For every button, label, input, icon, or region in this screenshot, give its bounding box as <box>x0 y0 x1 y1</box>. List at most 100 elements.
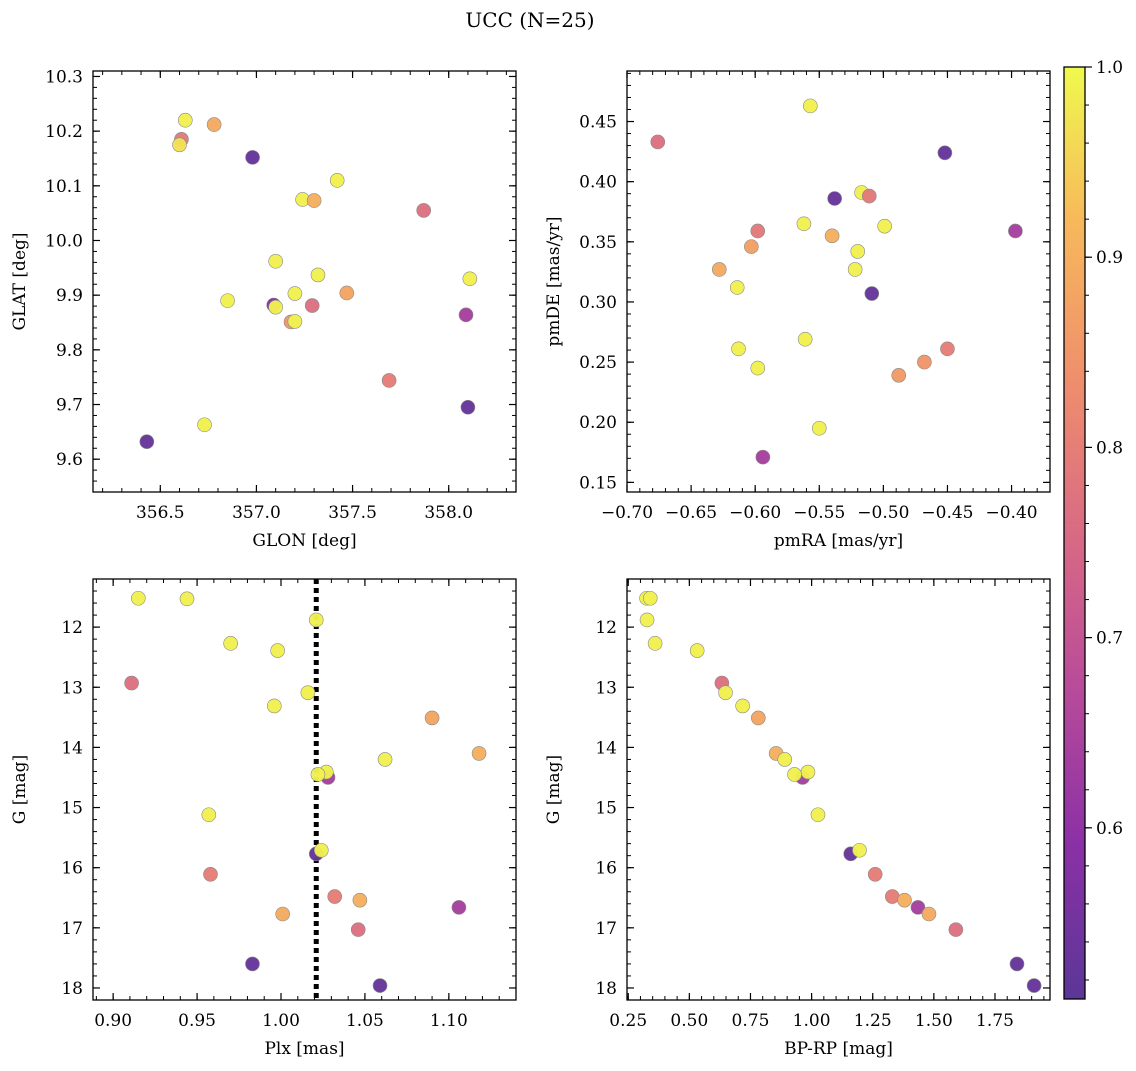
data-point <box>124 675 139 691</box>
data-point <box>755 449 771 465</box>
data-point <box>827 191 842 206</box>
data-point <box>424 710 440 726</box>
y-tick-label: 0.40 <box>579 173 617 193</box>
x-tick-label: 1.75 <box>976 1011 1014 1031</box>
y-tick-label: 14 <box>61 738 83 758</box>
axes-frame <box>626 70 1051 493</box>
data-point <box>416 203 432 218</box>
x-axis-label: pmRA [mas/yr] <box>774 531 903 551</box>
data-point <box>642 590 658 606</box>
y-tick-label: 16 <box>595 859 617 879</box>
y-tick-label: 0.35 <box>579 233 617 253</box>
data-point <box>339 285 355 301</box>
y-tick-label: 17 <box>595 919 617 939</box>
data-point <box>689 643 705 658</box>
panel-4: 0.25 0.50 0.75 1.00 1.25 1.50 1.75 12 13 14 15 16 17… <box>544 578 1051 1059</box>
data-point <box>372 978 388 993</box>
data-point <box>381 373 397 388</box>
data-point <box>300 685 316 700</box>
data-point <box>751 710 766 726</box>
data-point <box>937 145 953 161</box>
x-tick-label: −0.60 <box>729 503 781 523</box>
data-point <box>639 612 655 628</box>
data-point <box>179 591 195 607</box>
x-tick-label: 0.50 <box>670 1011 708 1031</box>
data-point <box>220 293 235 308</box>
data-point <box>270 643 285 658</box>
data-point <box>458 307 474 323</box>
data-point <box>877 218 892 234</box>
data-point <box>352 892 368 908</box>
x-axis-label: Plx [mas] <box>264 1039 344 1059</box>
axes-frame <box>92 578 517 1001</box>
data-point <box>647 636 663 651</box>
data-point <box>350 922 366 937</box>
data-point <box>744 239 759 254</box>
x-tick-label: 1.00 <box>793 1011 831 1031</box>
y-tick-label: 17 <box>61 919 83 939</box>
x-tick-label: −0.65 <box>665 503 717 523</box>
data-point <box>139 434 155 449</box>
data-point <box>711 262 727 277</box>
data-point <box>811 420 827 436</box>
x-axis-label: BP-RP [mag] <box>784 1039 893 1059</box>
data-point <box>861 188 877 204</box>
data-point <box>462 271 478 287</box>
data-point <box>777 752 793 767</box>
y-tick-label: 9.9 <box>56 286 83 306</box>
axes-frame <box>92 70 517 493</box>
data-point <box>177 112 193 128</box>
data-point <box>1026 978 1042 993</box>
x-tick-label: 1.10 <box>430 1011 468 1031</box>
data-point <box>310 267 326 283</box>
y-tick-label: 0.20 <box>579 413 617 433</box>
data-point <box>206 117 222 132</box>
axes-frame <box>626 578 1051 1001</box>
y-tick-label: 0.15 <box>579 473 617 493</box>
data-point <box>797 331 813 347</box>
y-tick-label: 13 <box>595 678 617 698</box>
y-tick-label: 18 <box>61 979 83 999</box>
data-point <box>460 399 476 415</box>
y-axis-label: G [mag] <box>544 755 564 824</box>
data-point <box>304 298 320 313</box>
colorbar-tick-label: 0.6 <box>1096 819 1123 839</box>
data-point <box>910 900 926 915</box>
x-tick-label: −0.50 <box>857 503 909 523</box>
y-tick-label: 15 <box>595 799 617 819</box>
x-tick-label: 0.95 <box>178 1011 216 1031</box>
x-tick-label: −0.40 <box>985 503 1037 523</box>
x-tick-label: 1.50 <box>915 1011 953 1031</box>
data-point <box>796 216 812 232</box>
data-point <box>306 193 322 208</box>
data-point <box>718 685 733 700</box>
data-point <box>287 314 303 329</box>
data-point <box>268 299 283 315</box>
y-tick-label: 14 <box>595 738 617 758</box>
data-point <box>268 253 283 269</box>
panels: 356.5 357.0 357.5 358.0 9.6 9.7 9.8 9.9 10.0 10.1… <box>10 67 1051 1059</box>
x-tick-label: 1.00 <box>262 1011 300 1031</box>
colorbar-frame <box>1063 66 1086 1000</box>
x-tick-label: −0.45 <box>921 503 973 523</box>
data-point <box>1009 956 1025 972</box>
data-point <box>329 173 345 188</box>
data-point <box>850 244 866 259</box>
data-point <box>787 767 802 782</box>
panel-2: −0.70 −0.65 −0.60 −0.55 −0.50 −0.45 −0.40 0.15 0… <box>544 70 1051 551</box>
data-point <box>824 228 840 244</box>
x-tick-label: 358.0 <box>424 503 473 523</box>
y-axis-label: G [mag] <box>10 755 30 824</box>
data-point <box>852 842 867 858</box>
data-point <box>275 906 290 922</box>
data-point <box>735 698 750 714</box>
y-tick-label: 0.25 <box>579 353 617 373</box>
data-point <box>884 889 900 904</box>
data-point <box>750 223 766 239</box>
y-tick-label: 10.3 <box>45 67 83 87</box>
data-point <box>223 636 238 651</box>
data-point <box>245 150 260 165</box>
y-tick-label: 10.2 <box>45 122 83 142</box>
